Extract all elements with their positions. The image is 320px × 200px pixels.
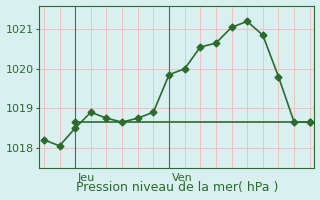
- Text: Ven: Ven: [172, 173, 193, 183]
- Text: Jeu: Jeu: [78, 173, 95, 183]
- X-axis label: Pression niveau de la mer( hPa ): Pression niveau de la mer( hPa ): [76, 181, 278, 194]
